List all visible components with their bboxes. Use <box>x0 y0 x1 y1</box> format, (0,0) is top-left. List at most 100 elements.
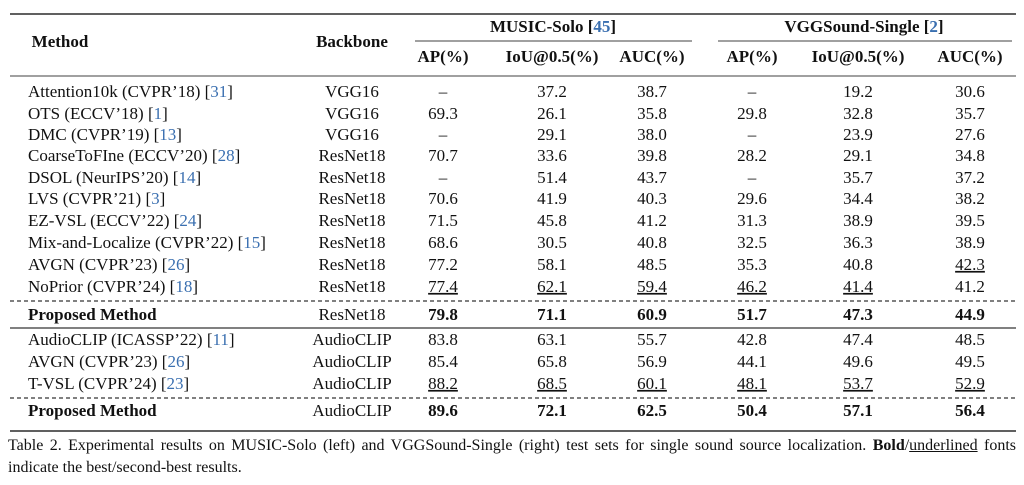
value-cell: 65.8 <box>537 352 567 371</box>
metric-header: IoU@0.5(%) <box>812 47 905 66</box>
value-cell: 37.2 <box>955 168 985 187</box>
group-header: VGGSound-Single [2] <box>784 17 943 36</box>
value-cell: 58.1 <box>537 255 567 274</box>
value-cell: 83.8 <box>428 330 458 349</box>
value-cell: 79.8 <box>428 305 458 324</box>
group-header: MUSIC-Solo [45] <box>490 17 616 36</box>
value-cell: 49.6 <box>843 352 873 371</box>
caption: Table 2. Experimental results on MUSIC-S… <box>8 435 1016 479</box>
value-cell: 60.1 <box>637 374 667 393</box>
value-cell: 36.3 <box>843 233 873 252</box>
value-cell: 44.1 <box>737 352 767 371</box>
value-cell: 70.6 <box>428 189 458 208</box>
value-cell: 38.7 <box>637 82 667 101</box>
method-cell: EZ-VSL (ECCV’22) [24] <box>28 211 202 230</box>
backbone-cell: VGG16 <box>325 82 379 101</box>
value-cell: 41.4 <box>843 277 873 296</box>
value-cell: 62.5 <box>637 401 667 420</box>
value-cell: 52.9 <box>955 374 985 393</box>
value-cell: 69.3 <box>428 104 458 123</box>
value-cell: 38.9 <box>843 211 873 230</box>
value-cell: 47.3 <box>843 305 873 324</box>
backbone-cell: ResNet18 <box>318 255 385 274</box>
metric-header: AP(%) <box>727 47 778 66</box>
value-cell: 41.2 <box>955 277 985 296</box>
method-cell: AVGN (CVPR’23) [26] <box>28 255 190 274</box>
value-cell: 85.4 <box>428 352 458 371</box>
value-cell: 70.7 <box>428 146 458 165</box>
value-cell: 39.8 <box>637 146 667 165</box>
value-cell: 63.1 <box>537 330 567 349</box>
value-cell: – <box>438 168 448 187</box>
value-cell: 40.8 <box>637 233 667 252</box>
backbone-cell: ResNet18 <box>318 305 385 324</box>
value-cell: 27.6 <box>955 125 985 144</box>
value-cell: 43.7 <box>637 168 667 187</box>
value-cell: 37.2 <box>537 82 567 101</box>
value-cell: 35.7 <box>955 104 985 123</box>
results-table: Method Backbone MUSIC-Solo [45] VGGSound… <box>10 13 1016 432</box>
value-cell: – <box>438 82 448 101</box>
value-cell: 29.8 <box>737 104 767 123</box>
value-cell: 53.7 <box>843 374 873 393</box>
value-cell: 41.2 <box>637 211 667 230</box>
value-cell: 71.1 <box>537 305 567 324</box>
value-cell: 35.8 <box>637 104 667 123</box>
value-cell: 46.2 <box>737 277 767 296</box>
method-cell: DMC (CVPR’19) [13] <box>28 125 182 144</box>
value-cell: 38.2 <box>955 189 985 208</box>
value-cell: 30.6 <box>955 82 985 101</box>
metric-header: AP(%) <box>418 47 469 66</box>
backbone-cell: ResNet18 <box>318 211 385 230</box>
value-cell: 38.9 <box>955 233 985 252</box>
value-cell: 29.1 <box>537 125 567 144</box>
value-cell: 47.4 <box>843 330 873 349</box>
method-cell: CoarseToFIne (ECCV’20) [28] <box>28 146 240 165</box>
caption-part: underlined <box>909 437 978 454</box>
backbone-cell: ResNet18 <box>318 233 385 252</box>
value-cell: 39.5 <box>955 211 985 230</box>
value-cell: 40.8 <box>843 255 873 274</box>
value-cell: 48.1 <box>737 374 767 393</box>
method-cell: NoPrior (CVPR’24) [18] <box>28 277 198 296</box>
value-cell: 77.2 <box>428 255 458 274</box>
value-cell: 41.9 <box>537 189 567 208</box>
value-cell: 51.4 <box>537 168 567 187</box>
metric-header: AUC(%) <box>619 47 684 66</box>
value-cell: 32.5 <box>737 233 767 252</box>
value-cell: 50.4 <box>737 401 767 420</box>
value-cell: – <box>438 125 448 144</box>
value-cell: 19.2 <box>843 82 873 101</box>
backbone-cell: AudioCLIP <box>312 352 391 371</box>
value-cell: 35.3 <box>737 255 767 274</box>
value-cell: 60.9 <box>637 305 667 324</box>
backbone-cell: AudioCLIP <box>312 401 391 420</box>
value-cell: 35.7 <box>843 168 873 187</box>
value-cell: – <box>747 125 757 144</box>
value-cell: 56.4 <box>955 401 985 420</box>
value-cell: 71.5 <box>428 211 458 230</box>
value-cell: 38.0 <box>637 125 667 144</box>
method-cell: AudioCLIP (ICASSP’22) [11] <box>28 330 235 349</box>
backbone-cell: ResNet18 <box>318 168 385 187</box>
value-cell: 28.2 <box>737 146 767 165</box>
method-cell: Proposed Method <box>28 401 157 420</box>
backbone-cell: VGG16 <box>325 104 379 123</box>
value-cell: 29.1 <box>843 146 873 165</box>
method-cell: AVGN (CVPR’23) [26] <box>28 352 190 371</box>
backbone-cell: ResNet18 <box>318 277 385 296</box>
backbone-cell: ResNet18 <box>318 146 385 165</box>
metric-header: IoU@0.5(%) <box>506 47 599 66</box>
value-cell: 68.6 <box>428 233 458 252</box>
caption-part: fonts indicate the best/second-best resu… <box>8 437 1017 476</box>
value-cell: 48.5 <box>637 255 667 274</box>
value-cell: 31.3 <box>737 211 767 230</box>
backbone-cell: VGG16 <box>325 125 379 144</box>
caption-part: Bold <box>872 437 905 454</box>
method-cell: LVS (CVPR’21) [3] <box>28 189 165 208</box>
value-cell: 23.9 <box>843 125 873 144</box>
backbone-cell: AudioCLIP <box>312 330 391 349</box>
value-cell: 51.7 <box>737 305 767 324</box>
value-cell: 42.3 <box>955 255 985 274</box>
value-cell: 42.8 <box>737 330 767 349</box>
